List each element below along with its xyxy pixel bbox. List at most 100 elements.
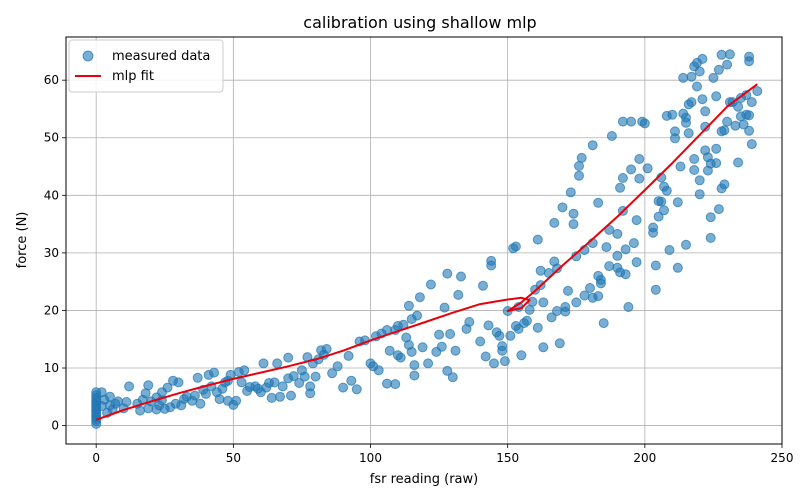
scatter-point — [681, 239, 691, 250]
axis-ticks: 0 50 100 150 200 250 0 10 20 30 40 50 60 — [44, 73, 794, 465]
y-tick-label: 40 — [44, 188, 59, 202]
scatter-point — [631, 215, 642, 226]
scatter-point — [620, 269, 631, 280]
scatter-point — [269, 377, 280, 388]
scatter-point — [456, 271, 466, 282]
y-tick-label: 50 — [44, 131, 59, 145]
scatter-point — [275, 391, 285, 402]
scatter-point — [384, 345, 395, 356]
scatter-point — [708, 72, 719, 83]
scatter-point — [390, 379, 401, 390]
scatter-point — [189, 390, 200, 401]
scatter-point — [332, 361, 343, 372]
y-tick-label: 0 — [51, 419, 59, 433]
legend: measured data mlp fit — [68, 39, 224, 93]
scatter-point — [321, 344, 332, 354]
scatter-point — [478, 280, 488, 291]
scatter-point — [266, 392, 277, 403]
scatter-point — [681, 117, 691, 128]
scatter-point — [746, 97, 757, 108]
scatter-point — [697, 94, 708, 105]
scatter-point — [538, 297, 549, 308]
scatter-point — [670, 133, 680, 144]
scatter-point — [209, 367, 220, 378]
scatter-point — [626, 116, 637, 127]
scatter-point — [395, 352, 406, 363]
scatter-point — [672, 197, 683, 208]
scatter-point — [305, 381, 316, 392]
scatter-point — [403, 300, 414, 311]
scatter-point — [738, 119, 749, 130]
scatter-point — [648, 222, 659, 233]
x-tick-label: 0 — [92, 451, 100, 465]
scatter-point — [343, 350, 354, 361]
y-axis-label: force (N) — [15, 212, 30, 269]
scatter-point — [713, 64, 724, 75]
scatter-point — [711, 158, 722, 169]
scatter-point — [277, 381, 288, 392]
scatter-point — [574, 170, 584, 181]
scatter-point — [450, 345, 461, 356]
scatter-point — [568, 219, 579, 230]
x-tick-label: 150 — [496, 451, 519, 465]
scatter-point — [733, 101, 744, 112]
scatter-point — [620, 244, 631, 255]
scatter-point — [239, 365, 250, 376]
y-tick-label: 60 — [44, 73, 59, 87]
mlp-fit-line — [95, 83, 758, 421]
scatter-point — [516, 350, 527, 361]
scatter-point — [689, 154, 700, 164]
scatter-point — [694, 175, 705, 186]
scatter-point — [442, 268, 453, 279]
scatter-point — [258, 358, 269, 369]
plot-frame — [65, 36, 783, 445]
scatter-point — [634, 173, 645, 184]
scatter-point — [752, 86, 763, 97]
scatter-point — [494, 330, 505, 341]
scatter-point — [565, 187, 576, 198]
scatter-point — [425, 279, 436, 290]
scatter-point — [585, 283, 595, 293]
scatter-point — [724, 49, 735, 60]
scatter-point — [560, 306, 571, 317]
scatter-point — [568, 208, 579, 219]
y-tick-label: 30 — [44, 246, 59, 260]
scatter-point — [744, 51, 755, 62]
scatter-point — [475, 336, 486, 347]
scatter-point — [711, 143, 722, 154]
scatter-point — [310, 371, 321, 382]
scatter-point — [631, 257, 642, 268]
scatter-point — [694, 189, 705, 200]
scatter-point — [705, 232, 716, 243]
scatter-point — [612, 228, 623, 239]
scatter-point — [409, 370, 420, 381]
scatter-point — [439, 302, 450, 313]
scatter-point — [505, 330, 516, 341]
scatter-point — [231, 395, 242, 406]
scatter-point — [587, 140, 598, 151]
scatter-point — [236, 377, 247, 388]
legend-label-measured-data: measured data — [112, 49, 210, 64]
scatter-point — [628, 238, 639, 249]
scatter-point — [552, 306, 562, 316]
scatter-point — [650, 284, 661, 295]
scatter-point — [294, 378, 305, 388]
scatter-point — [744, 110, 755, 121]
scatter-point — [447, 372, 458, 383]
scatter-point — [700, 121, 711, 132]
scatter-point — [549, 217, 560, 228]
scatter-point — [351, 384, 362, 395]
x-tick-label: 250 — [771, 451, 794, 465]
scatter-point — [486, 255, 497, 266]
scatter-point — [532, 234, 543, 245]
scatter-point — [606, 131, 617, 141]
scatter-point — [612, 250, 623, 261]
scatter-point — [453, 289, 464, 300]
scatter-point — [412, 310, 423, 321]
scatter-point — [623, 302, 634, 312]
scatter-point — [173, 377, 184, 388]
scatter-point — [650, 260, 661, 271]
scatter-point — [694, 66, 705, 77]
legend-box — [68, 39, 224, 93]
